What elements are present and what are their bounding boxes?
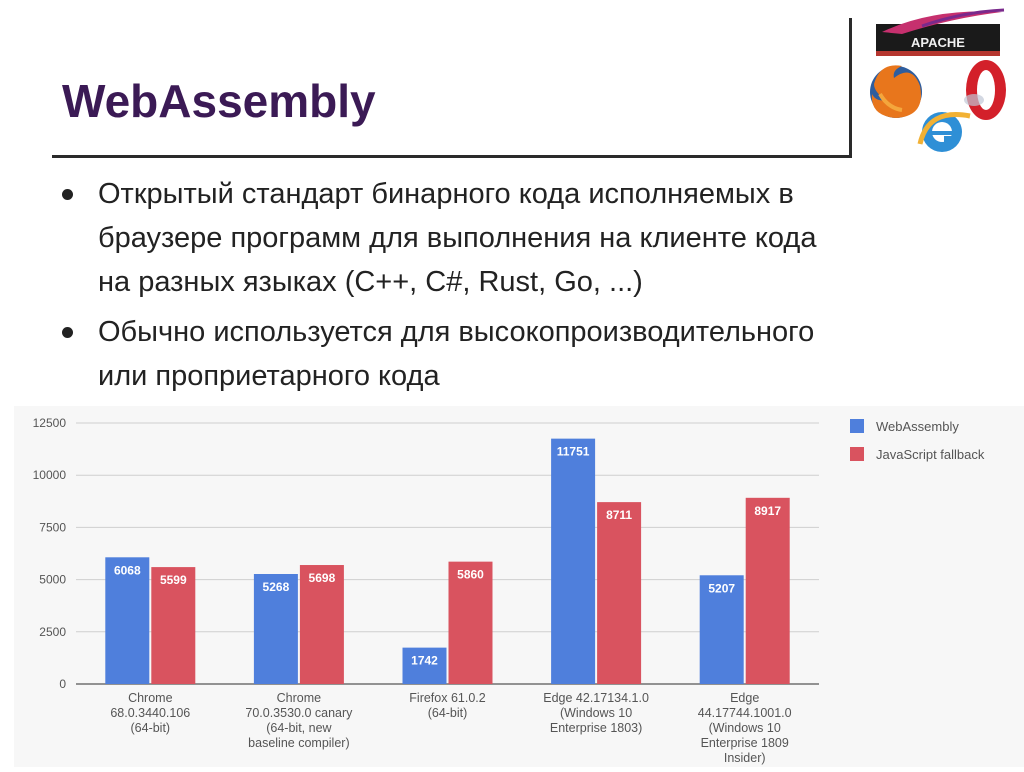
data-label: 8917 [754,504,781,518]
data-label: 5599 [160,573,187,587]
data-label: 6068 [114,563,141,577]
x-tick-label: 44.17744.1001.0 [698,706,792,720]
data-label: 8711 [606,508,632,522]
internet-explorer-icon [917,112,971,152]
x-tick-label: Enterprise 1809 [701,736,789,750]
x-tick-label: Firefox 61.0.2 [409,691,485,705]
browser-logos: APACHE [862,4,1022,164]
legend-swatch [850,447,864,461]
opera-icon [964,60,1006,120]
y-tick-label: 5000 [39,573,66,587]
y-tick-label: 10000 [33,468,67,482]
bar [253,574,298,684]
y-tick-label: 0 [59,677,66,691]
bullet-item: Обычно используется для высокопроизводит… [62,310,962,398]
x-tick-label: Insider) [724,751,766,765]
apache-logo-text: APACHE [911,35,965,50]
x-tick-label: 70.0.3530.0 canary [245,706,353,720]
data-label: 5207 [708,581,735,595]
bar [551,438,596,684]
x-tick-label: (Windows 10 [709,721,781,735]
x-tick-label: Chrome [277,691,322,705]
bar [699,575,744,684]
x-tick-label: Edge 42.17134.1.0 [543,691,649,705]
bar [597,502,642,684]
data-label: 11751 [557,445,590,459]
bullet-list: Открытый стандарт бинарного кода исполня… [62,172,962,404]
bullet-line: Обычно используется для высокопроизводит… [98,316,815,348]
title-divider [52,155,852,158]
bullet-line: или проприетарного кода [98,360,440,392]
bullet-line: на разных языках (C++, C#, Rust, Go, ...… [98,266,643,298]
bar [745,497,790,684]
bar-chart-svg: 0250050007500100001250060685599Chrome68.… [33,416,985,765]
data-label: 5268 [263,580,290,594]
bar [448,561,493,684]
browser-logos-svg: APACHE [870,8,1006,152]
x-tick-label: (64-bit) [131,721,171,735]
y-tick-label: 2500 [39,625,66,639]
data-label: 5860 [457,568,484,582]
legend-swatch [850,419,864,433]
legend-label: JavaScript fallback [876,447,985,462]
firefox-icon [870,65,922,118]
x-tick-label: (64-bit) [428,706,468,720]
bar [105,557,150,684]
bullet-line: Открытый стандарт бинарного кода исполня… [98,178,794,210]
bullet-line: браузере программ для выполнения на клие… [98,222,817,254]
y-tick-label: 12500 [33,416,67,430]
x-tick-label: Edge [730,691,759,705]
legend-label: WebAssembly [876,419,959,434]
x-tick-label: Enterprise 1803) [550,721,642,735]
data-label: 5698 [309,571,336,585]
x-tick-label: Chrome [128,691,173,705]
x-tick-label: 68.0.3440.106 [110,706,190,720]
title-divider-vertical [849,18,852,157]
bullet-dot-icon [62,189,73,200]
benchmark-chart: 0 2500 5000 7500 10000 12500 6068 5599 Chrome 68.… [14,406,1024,767]
x-tick-label: (64-bit, new [266,721,332,735]
bar [151,567,196,684]
slide-title: WebAssembly [62,75,376,127]
apache-logo-icon: APACHE [876,8,1005,56]
x-tick-label: baseline compiler) [248,736,349,750]
data-label: 1742 [411,654,438,668]
bar [402,647,447,684]
bullet-dot-icon [62,327,73,338]
bar [299,565,344,684]
x-tick-label: (Windows 10 [560,706,632,720]
bullet-item: Открытый стандарт бинарного кода исполня… [62,172,962,304]
y-tick-label: 7500 [39,520,66,534]
